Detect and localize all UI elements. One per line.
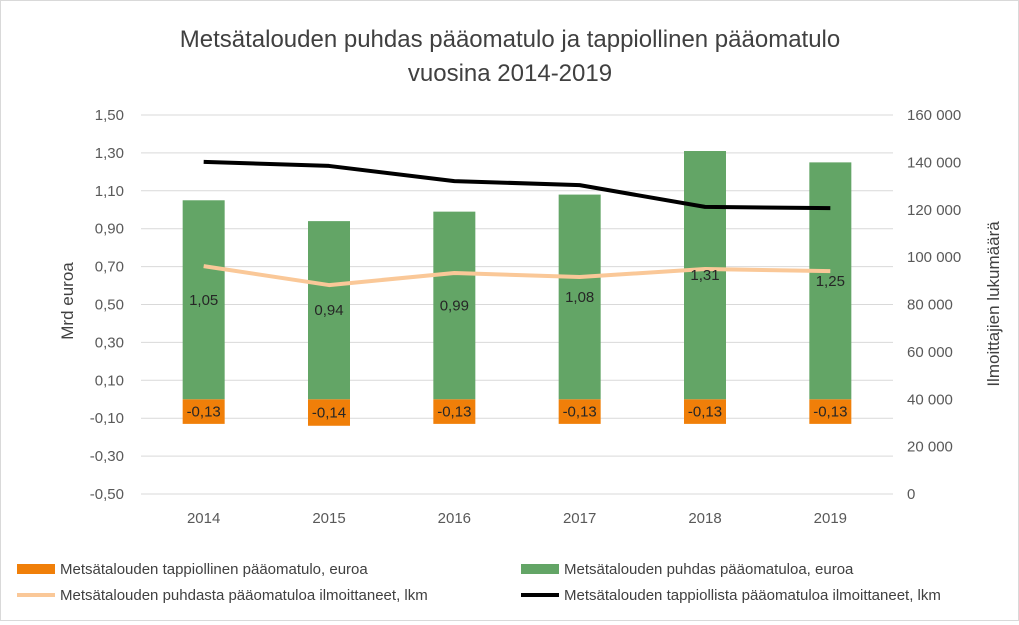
data-label: 0,94 [314,302,343,319]
data-label: -0,13 [688,404,722,421]
data-label: 1,31 [690,267,719,284]
y2-tick-label: 140 000 [907,154,961,171]
data-label: 1,08 [565,289,594,306]
y2-tick-label: 60 000 [907,344,953,361]
bar-2016 [433,211,476,400]
y2-tick-label: 160 000 [907,107,961,124]
x-tick-label: 2017 [563,510,596,527]
y-tick-label: 1,30 [95,145,124,162]
y-tick-label: 0,50 [95,297,124,314]
line-series-2 [203,264,831,288]
y2-tick-label: 40 000 [907,391,953,408]
legend-swatch [521,564,559,574]
legend-swatch [17,564,55,574]
y2-tick-label: 0 [907,486,915,503]
data-label: -0,13 [563,404,597,421]
chart-title-line2: vuosina 2014-2019 [408,60,612,87]
data-label: -0,13 [437,404,471,421]
legend-label: Metsätalouden tappiollista pääomatuloa i… [564,587,941,604]
y-tick-label: -0,30 [90,448,124,465]
bar-2015 [308,399,350,426]
bar-2014 [182,200,225,400]
y-tick-label: -0,50 [90,486,124,503]
chart-title-line1: Metsätalouden puhdas pääomatulo ja tappi… [180,26,840,53]
x-tick-label: 2019 [814,510,847,527]
data-label: 1,25 [816,273,845,290]
x-tick-label: 2014 [187,510,220,527]
y2-tick-label: 100 000 [907,249,961,266]
x-tick-label: 2016 [438,510,471,527]
bar-2018 [684,399,726,424]
y-tick-label: 0,10 [95,372,124,389]
bar-2015 [308,221,350,400]
legend-label: Metsätalouden puhdasta pääomatuloa ilmoi… [60,587,428,604]
y2-tick-label: 20 000 [907,439,953,456]
data-label: -0,13 [813,404,847,421]
y2-tick-label: 80 000 [907,297,953,314]
data-label: -0,13 [187,404,221,421]
data-label: -0,14 [312,405,346,422]
y-tick-label: 1,50 [95,107,124,124]
line-series-3 [203,159,831,211]
bar-2018 [684,151,726,400]
bar-2016 [433,399,476,424]
y-tick-label: 0,70 [95,259,124,276]
legend-label: Metsätalouden tappiollinen pääomatulo, e… [60,561,368,578]
y-tick-label: 0,30 [95,334,124,351]
y2-axis-label: Ilmoittajien lukumäärä [984,221,1003,387]
bar-2017 [558,194,601,400]
y2-tick-label: 120 000 [907,202,961,219]
x-tick-label: 2015 [312,510,345,527]
y-tick-label: 0,90 [95,221,124,238]
bar-2014 [182,399,225,424]
y-tick-label: 1,10 [95,183,124,200]
bar-2017 [558,399,601,424]
data-label: 0,99 [440,297,469,314]
data-label: 1,05 [189,292,218,309]
y-tick-label: -0,10 [90,410,124,427]
bar-2019 [809,162,852,400]
x-tick-label: 2018 [688,510,721,527]
y-axis-label: Mrd euroa [58,262,77,340]
legend-label: Metsätalouden puhdas pääomatuloa, euroa [564,561,854,578]
bar-2019 [809,399,852,424]
